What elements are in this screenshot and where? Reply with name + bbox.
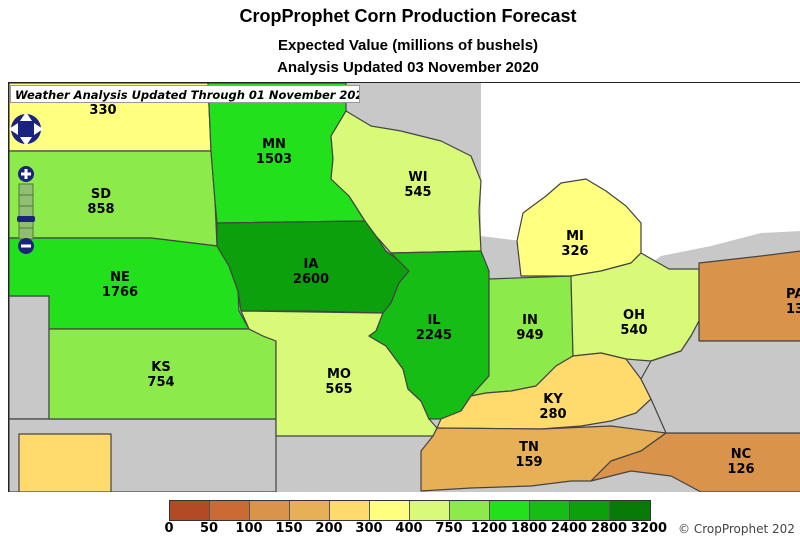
copyright: © CropProphet 202 [678,522,795,536]
legend-tick-label: 100 [235,521,263,536]
state-value: 159 [515,455,543,470]
label-mi: MI 326 [561,229,588,259]
label-tn: TN 159 [515,440,542,470]
state-abbr: NE [110,270,130,285]
state-ne[interactable] [9,237,250,330]
state-value: 2600 [292,272,330,287]
state-value: 330 [89,103,117,118]
legend-tick-label: 50 [199,521,219,536]
state-abbr: MN [262,137,286,152]
state-value: 540 [620,323,648,338]
legend-swatch [250,501,290,520]
state-abbr: TN [519,440,539,455]
zoom-in-icon[interactable] [18,166,34,182]
neighbor-state-co [9,295,50,420]
zoom-out-icon[interactable] [18,238,34,254]
state-value: 858 [87,202,115,217]
state-value: 1766 [101,285,139,300]
great-lakes-water [331,83,800,276]
label-pa: PA134 [786,287,800,317]
state-value: 280 [539,407,567,422]
legend-tick-label: 3200 [630,521,668,536]
legend-tick-label: 200 [315,521,343,536]
state-ky[interactable] [436,352,652,430]
state-abbr: MI [566,229,584,244]
legend-tick-label: 2800 [590,521,628,536]
state-abbr: IN [522,313,538,328]
legend-tick-label: 150 [275,521,303,536]
label-ky: KY 280 [539,392,566,422]
label-mn: MN 1503 [256,137,292,167]
state-value: 126 [727,462,755,477]
label-ks: KS 754 [147,360,174,390]
state-value: 134 [786,302,800,317]
label-nc: NC 126 [727,447,754,477]
state-pa[interactable] [698,250,800,342]
state-value: 754 [147,375,175,390]
legend-swatch [490,501,530,520]
label-ia: IA 2600 [293,257,329,287]
state-value: 949 [516,328,544,343]
legend-swatch [370,501,410,520]
weather-banner: Weather Analysis Updated Through 01 Nove… [10,85,360,103]
legend-swatch [210,501,250,520]
map-controls [8,104,48,264]
state-abbr: IL [427,313,441,328]
legend-swatch [290,501,330,520]
legend-tick-label: 750 [435,521,463,536]
label-ne: NE 1766 [102,270,138,300]
state-abbr: KS [151,360,171,375]
label-mo: MO 565 [325,367,352,397]
label-wi: WI 545 [404,170,431,200]
state-abbr: NC [730,447,752,462]
color-legend [169,500,651,521]
state-nc[interactable] [590,432,800,492]
label-oh: OH 540 [620,308,647,338]
legend-tick-label: 1200 [470,521,508,536]
legend-swatch [410,501,450,520]
legend-swatch [570,501,610,520]
legend-swatch [530,501,570,520]
state-value: 1503 [255,152,293,167]
state-abbr: WI [408,170,428,185]
legend-tick-label: 2400 [550,521,588,536]
pan-control[interactable] [9,112,43,146]
label-sd: SD 858 [87,187,114,217]
state-abbr: KY [543,392,563,407]
state-abbr: SD [90,187,112,202]
legend-swatch [450,501,490,520]
label-il: IL 2245 [416,313,452,343]
legend-swatch [610,501,650,520]
zoom-slider[interactable] [17,183,35,240]
legend-tick-label: 0 [164,521,174,536]
label-nd: 330 [89,103,116,118]
state-value: 326 [561,244,589,259]
legend-swatch [170,501,210,520]
neighbor-state-wv-va [640,320,800,434]
map-title: CropProphet Corn Production Forecast [239,6,577,26]
analysis-date: Analysis Updated 03 November 2020 [277,59,539,76]
label-in: IN 949 [516,313,543,343]
legend-tick-label: 400 [395,521,423,536]
neighbor-state-tx-panhandle [18,433,112,492]
state-abbr: MO [326,367,351,382]
state-value: 2245 [415,328,453,343]
state-abbr: PA [786,287,800,302]
legend-swatch [330,501,370,520]
legend-tick-label: 300 [355,521,383,536]
state-value: 545 [404,185,432,200]
state-value: 565 [325,382,353,397]
state-abbr: IA [303,257,319,272]
state-abbr: OH [623,308,645,323]
map-subtitle: Expected Value (millions of bushels) [277,37,539,54]
legend-tick-label: 1800 [510,521,548,536]
